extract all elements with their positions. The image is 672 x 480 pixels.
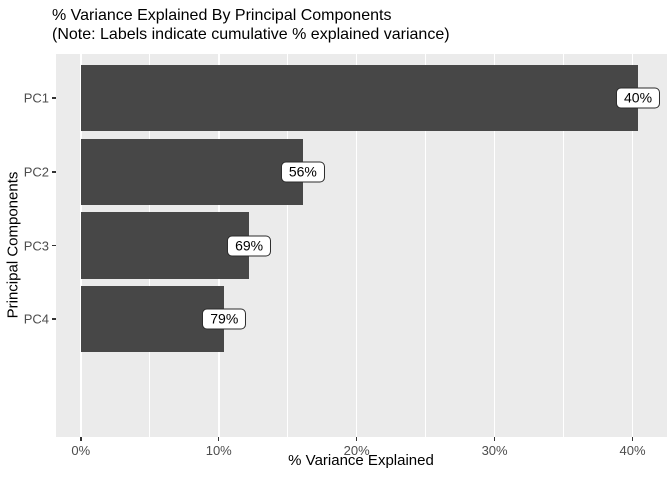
gridline-minor (563, 54, 564, 437)
bar-label-PC3: 69% (227, 235, 272, 256)
x-tick-label-0%: 0% (71, 443, 91, 458)
x-tick-mark (355, 437, 358, 441)
x-tick-label-30%: 30% (481, 443, 508, 458)
bar-label-PC1: 40% (616, 87, 661, 109)
x-tick-mark (631, 437, 634, 441)
chart-title-line2: (Note: Labels indicate cumulative % expl… (52, 26, 450, 43)
x-tick-label-10%: 10% (205, 443, 232, 458)
bar-PC4 (80, 286, 225, 353)
x-tick-mark (218, 437, 220, 441)
y-tick-label-PC4: PC4 (23, 311, 49, 327)
bar-label-PC4: 79% (202, 308, 247, 330)
y-tick-label-PC3: PC3 (23, 238, 49, 253)
gridline-major (493, 54, 496, 437)
chart-title: % Variance Explained By Principal Compon… (52, 6, 450, 44)
bar-label-PC2: 56% (280, 161, 325, 183)
y-tick-label-PC2: PC2 (23, 164, 49, 180)
bar-PC2 (80, 138, 303, 205)
gridline-major (631, 54, 634, 437)
x-tick-label-20%: 20% (343, 443, 370, 458)
gridline-major (355, 54, 358, 437)
y-tick-label-PC1: PC1 (23, 90, 49, 106)
x-tick-mark (493, 437, 496, 441)
bar-PC3 (80, 212, 250, 279)
gridline-minor (425, 54, 427, 437)
x-tick-label-40%: 40% (619, 443, 646, 458)
y-tick-mark (52, 318, 56, 320)
y-tick-mark (52, 244, 56, 247)
y-tick-mark (52, 97, 56, 99)
x-axis-title: % Variance Explained (288, 452, 434, 469)
chart-title-line1: % Variance Explained By Principal Compon… (52, 7, 392, 24)
bar-PC1 (80, 65, 639, 132)
plot-panel: 40% 56% 69% 79% (56, 54, 667, 437)
y-tick-mark (52, 171, 56, 173)
x-tick-mark (80, 437, 82, 441)
gridline-minor (287, 54, 289, 437)
